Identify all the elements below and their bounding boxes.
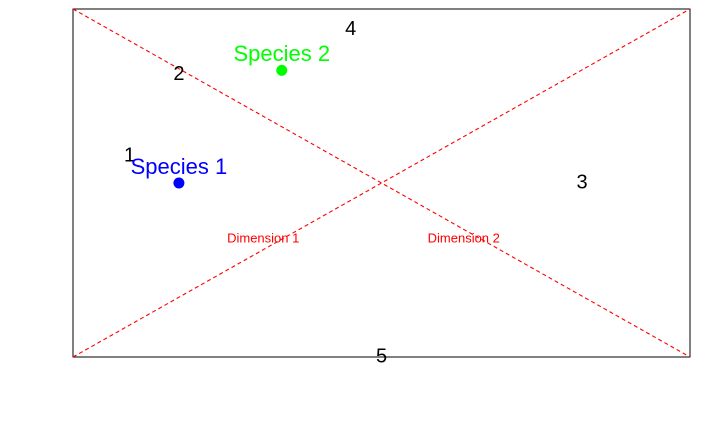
- species-1-point: [173, 177, 185, 189]
- dimension-line-2: [72, 8, 691, 358]
- site-label-3: 3: [576, 171, 587, 193]
- site-label-5: 5: [376, 345, 387, 367]
- site-label-4: 4: [345, 18, 356, 40]
- dimension-line-1: [72, 8, 691, 358]
- dimension-label-2: Dimension 2: [428, 231, 500, 246]
- species-1-label: Species 1: [131, 154, 228, 179]
- dimension-label-1: Dimension 1: [227, 231, 299, 246]
- axis-lines-layer: Dimension 1 Dimension 2: [72, 8, 691, 358]
- plot-frame: [72, 8, 691, 358]
- species-2-label: Species 2: [233, 41, 330, 66]
- site-label-1: 1: [124, 145, 135, 167]
- species-2-point: [276, 64, 288, 76]
- points-layer: Species 1 Species 2: [131, 41, 330, 189]
- site-label-2: 2: [173, 63, 184, 85]
- site-labels-layer: 1 2 3 4 5: [124, 18, 588, 368]
